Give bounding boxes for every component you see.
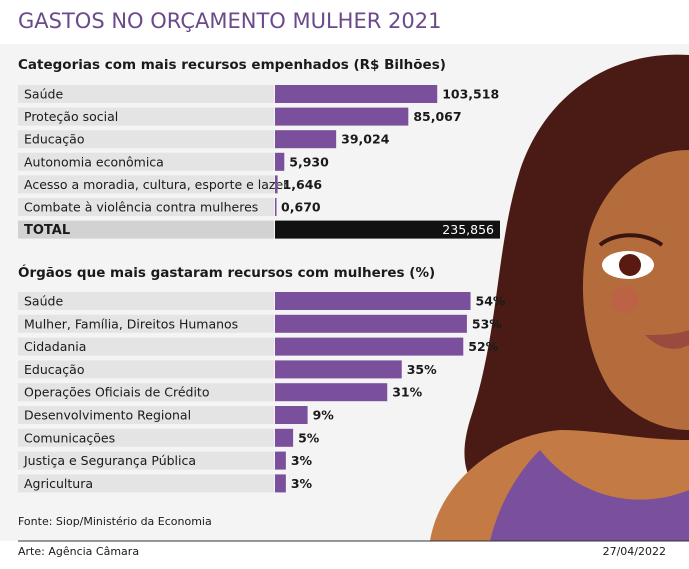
value-label: 31%	[392, 385, 422, 400]
label-box	[18, 175, 274, 194]
label-box	[18, 451, 274, 470]
category-label: Cidadania	[24, 339, 86, 354]
label-box	[18, 474, 274, 493]
value-label: 3%	[291, 453, 313, 468]
value-label: 35%	[407, 362, 437, 377]
chart-title: Categorias com mais recursos empenhados …	[18, 57, 446, 73]
label-box	[18, 107, 274, 126]
label-box	[18, 314, 274, 333]
value-label: 3%	[291, 476, 313, 491]
value-label: 39,024	[341, 132, 390, 147]
label-box	[18, 85, 274, 103]
bar	[275, 406, 308, 424]
illustration	[430, 54, 689, 541]
bar	[275, 314, 467, 333]
label-box	[18, 383, 274, 402]
category-label: Desenvolvimento Regional	[24, 408, 191, 423]
source: Fonte: Siop/Ministério da Economia	[18, 515, 212, 528]
total-value-label: 235,856	[442, 222, 494, 237]
bar	[275, 337, 464, 356]
category-label: Educação	[24, 362, 84, 377]
category-label: Justiça e Segurança Pública	[23, 453, 196, 468]
category-label: Comunicações	[24, 430, 115, 445]
value-label: 5,930	[289, 154, 329, 169]
label-box	[18, 130, 274, 149]
category-label: Saúde	[24, 294, 63, 309]
bar	[275, 130, 337, 149]
total-bar	[275, 220, 500, 239]
category-label: Mulher, Família, Direitos Humanos	[24, 316, 238, 331]
label-box	[18, 337, 274, 356]
category-label: Operações Oficiais de Crédito	[24, 385, 209, 400]
label-box	[18, 406, 274, 424]
title: GASTOS NO ORÇAMENTO MULHER 2021	[18, 9, 441, 33]
value-label: 1,646	[283, 177, 323, 192]
value-label: 52%	[468, 339, 498, 354]
bar	[275, 383, 388, 402]
label-box	[18, 292, 274, 310]
value-label: 5%	[298, 430, 320, 445]
bar	[275, 360, 402, 379]
category-label: Proteção social	[24, 109, 118, 124]
bar	[275, 474, 286, 493]
category-label: Autonomia econômica	[24, 154, 164, 169]
category-label: Saúde	[24, 87, 63, 102]
label-box	[18, 428, 274, 447]
date: 27/04/2022	[603, 545, 666, 558]
bar	[275, 85, 438, 103]
category-label: Educação	[24, 132, 84, 147]
value-label: 9%	[313, 408, 335, 423]
total-label-box	[18, 220, 274, 239]
category-label: Agricultura	[24, 476, 93, 491]
label-box	[18, 198, 274, 216]
label-box	[18, 152, 274, 171]
bar	[275, 451, 286, 470]
bar	[275, 428, 294, 447]
value-label: 54%	[476, 294, 506, 309]
value-label: 103,518	[442, 87, 499, 102]
total-label: TOTAL	[24, 223, 70, 238]
value-label: 0,670	[281, 200, 321, 215]
category-label: Combate à violência contra mulheres	[24, 200, 258, 215]
bar	[275, 198, 277, 216]
label-box	[18, 360, 274, 379]
bar	[275, 292, 471, 310]
credit: Arte: Agência Câmara	[18, 545, 139, 558]
bar	[275, 152, 285, 171]
value-label: 85,067	[413, 109, 461, 124]
chart-title: Órgãos que mais gastaram recursos com mu…	[18, 263, 435, 281]
bar	[275, 107, 409, 126]
bar	[275, 175, 278, 194]
value-label: 53%	[472, 316, 502, 331]
category-label: Acesso a moradia, cultura, esporte e laz…	[24, 177, 289, 192]
